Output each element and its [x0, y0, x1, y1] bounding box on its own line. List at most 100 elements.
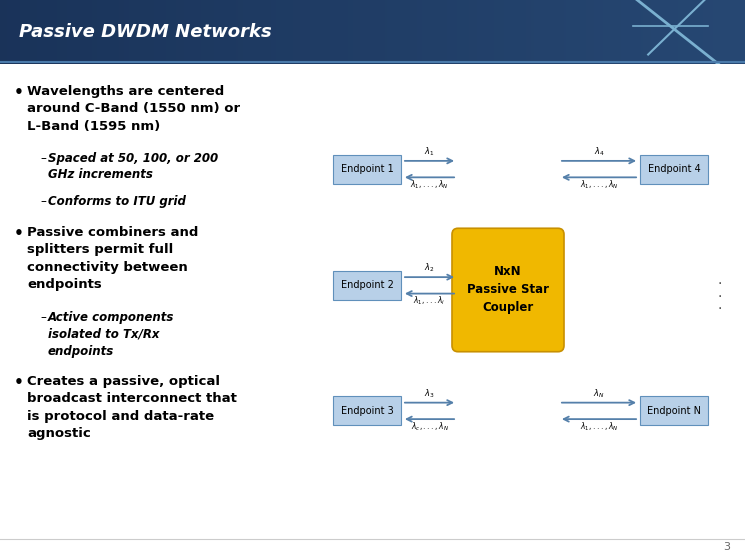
Text: .: . — [718, 298, 722, 312]
Bar — [305, 0, 308, 64]
FancyBboxPatch shape — [333, 397, 401, 425]
Bar — [315, 0, 318, 64]
Bar — [363, 0, 365, 64]
Bar — [285, 0, 288, 64]
Text: Creates a passive, optical
broadcast interconnect that
is protocol and data-rate: Creates a passive, optical broadcast int… — [27, 375, 237, 440]
Bar — [60, 0, 62, 64]
Bar — [276, 0, 278, 64]
Bar — [238, 0, 241, 64]
Bar — [606, 0, 609, 64]
Bar — [164, 0, 166, 64]
Bar — [196, 0, 199, 64]
Bar — [469, 0, 472, 64]
Text: –: – — [40, 311, 46, 324]
Bar — [676, 0, 678, 64]
Bar — [516, 0, 519, 64]
Bar — [472, 0, 475, 64]
Bar — [25, 0, 28, 64]
Bar — [542, 0, 544, 64]
Bar — [522, 0, 524, 64]
Bar — [691, 0, 693, 64]
Bar — [611, 0, 613, 64]
Bar — [408, 0, 410, 64]
Bar — [591, 0, 594, 64]
Bar — [395, 0, 397, 64]
Bar — [449, 0, 452, 64]
Bar — [494, 0, 497, 64]
Text: •: • — [14, 225, 24, 240]
Bar — [457, 0, 460, 64]
Bar — [437, 0, 440, 64]
Bar — [110, 0, 112, 64]
Bar — [482, 0, 484, 64]
FancyBboxPatch shape — [640, 397, 708, 425]
Bar — [355, 0, 358, 64]
Bar — [698, 0, 700, 64]
Bar — [581, 0, 583, 64]
FancyBboxPatch shape — [640, 155, 708, 184]
Bar — [397, 0, 400, 64]
Bar — [283, 0, 285, 64]
Bar — [32, 0, 35, 64]
Bar — [343, 0, 345, 64]
Text: $\lambda_3$: $\lambda_3$ — [424, 387, 435, 400]
Bar — [326, 0, 328, 64]
Bar — [206, 0, 209, 64]
Bar — [507, 0, 509, 64]
Text: –: – — [40, 152, 46, 165]
Bar — [358, 0, 360, 64]
Text: Endpoint N: Endpoint N — [647, 406, 701, 416]
Bar — [149, 0, 151, 64]
Bar — [119, 0, 121, 64]
Bar — [479, 0, 482, 64]
Bar — [367, 0, 370, 64]
Bar — [241, 0, 244, 64]
Bar — [529, 0, 531, 64]
Bar — [497, 0, 499, 64]
Bar — [328, 0, 330, 64]
Bar — [454, 0, 457, 64]
Bar — [635, 0, 638, 64]
Text: $\lambda_1,...,\lambda_N$: $\lambda_1,...,\lambda_N$ — [410, 179, 448, 191]
Bar — [626, 0, 628, 64]
Bar — [504, 0, 507, 64]
Bar — [557, 0, 559, 64]
Bar — [728, 0, 730, 64]
Bar — [646, 0, 648, 64]
Bar — [512, 0, 514, 64]
Text: –: – — [40, 195, 46, 208]
Bar — [248, 0, 251, 64]
Bar — [127, 0, 129, 64]
Text: $\lambda_1$: $\lambda_1$ — [424, 145, 435, 158]
Bar — [226, 0, 229, 64]
Bar — [69, 0, 72, 64]
Bar — [415, 0, 417, 64]
Bar — [579, 0, 581, 64]
Bar — [631, 0, 633, 64]
Bar — [179, 0, 181, 64]
Bar — [486, 0, 489, 64]
Bar — [618, 0, 621, 64]
Bar — [174, 0, 177, 64]
Bar — [318, 0, 320, 64]
Bar — [624, 0, 626, 64]
Bar — [244, 0, 246, 64]
Bar — [313, 0, 315, 64]
Bar — [616, 0, 618, 64]
Bar — [42, 0, 45, 64]
Bar — [62, 0, 65, 64]
Bar — [288, 0, 291, 64]
Text: •: • — [14, 85, 24, 100]
Bar — [246, 0, 248, 64]
Bar — [519, 0, 522, 64]
Bar — [442, 0, 445, 64]
Bar — [107, 0, 110, 64]
Bar — [350, 0, 352, 64]
Bar — [650, 0, 653, 64]
Bar — [499, 0, 501, 64]
Bar — [430, 0, 432, 64]
Bar — [67, 0, 69, 64]
Bar — [97, 0, 99, 64]
Bar — [337, 0, 340, 64]
Bar — [656, 0, 658, 64]
